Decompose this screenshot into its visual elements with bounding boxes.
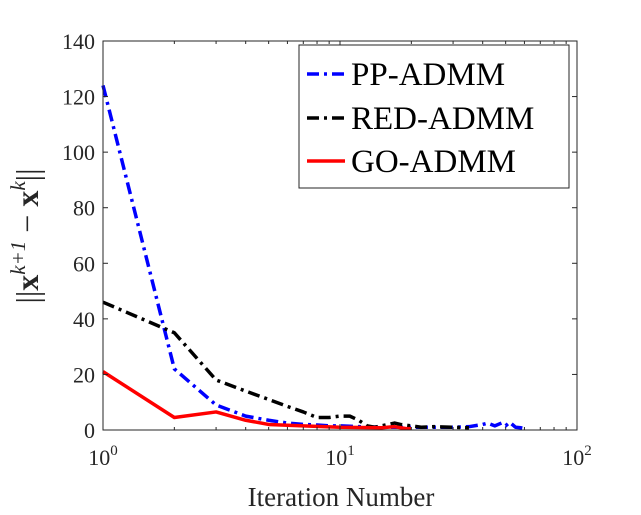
y-label-sup2: k	[6, 181, 30, 191]
legend-label-pp-admm: PP-ADMM	[351, 57, 505, 93]
y-tick-label: 20	[73, 362, 95, 387]
y-label-minus: −	[9, 215, 45, 233]
y-tick-label: 40	[73, 307, 95, 332]
y-tick-label: 120	[62, 85, 95, 110]
series-layer	[101, 85, 525, 431]
y-tick-label: 100	[62, 140, 95, 165]
legend: PP-ADMM RED-ADMM GO-ADMM	[298, 44, 570, 189]
y-tick-label: 0	[84, 418, 95, 443]
x-tick-label: 101	[325, 443, 355, 470]
x-tick-label: 102	[562, 443, 592, 470]
y-label-x1: x	[9, 275, 45, 291]
y-tick-label: 80	[73, 196, 95, 221]
ticks-layer: 0 20 40 60 80 100 120 140 100 101 102	[62, 29, 592, 470]
x-tick-label: 100	[88, 443, 118, 470]
x-axis-label: Iteration Number	[248, 482, 435, 512]
series-line-go-admm	[102, 370, 412, 431]
legend-label-red-admm: RED-ADMM	[351, 101, 534, 137]
y-label-sup1: k+1	[6, 241, 30, 275]
series-line-pp-admm	[101, 85, 525, 431]
y-label-x2: x	[9, 191, 45, 207]
legend-label-go-admm: GO-ADMM	[351, 144, 516, 180]
y-label-norm-close: ||	[9, 169, 45, 182]
y-tick-label: 60	[73, 251, 95, 276]
y-label-norm-open: ||	[9, 291, 45, 304]
y-axis-label: ||xk+1−xk||	[6, 169, 45, 304]
y-tick-label: 140	[62, 29, 95, 54]
